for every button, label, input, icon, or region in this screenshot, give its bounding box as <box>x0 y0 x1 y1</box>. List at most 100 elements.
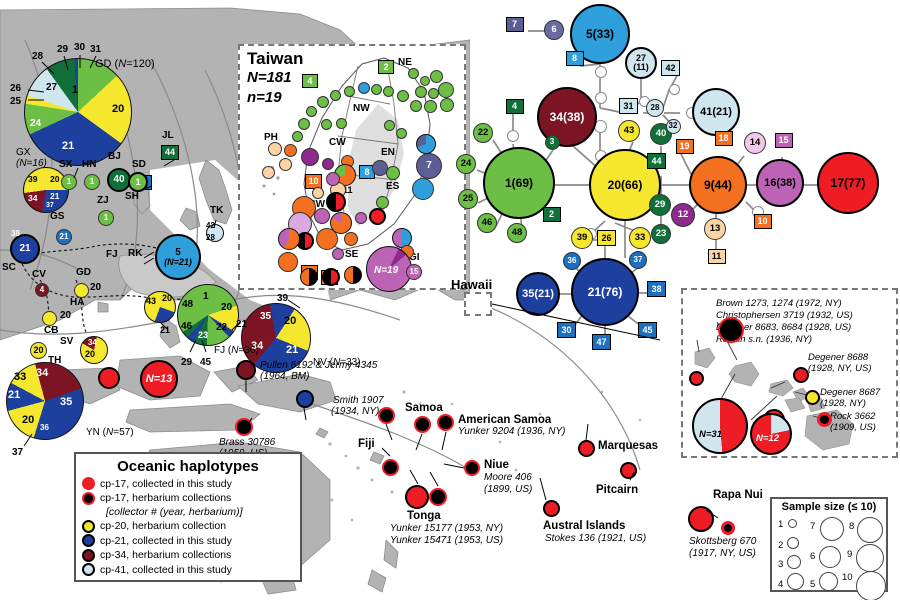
taiwan-tag-11: 11 <box>343 185 353 195</box>
hawaii-title: Hawaii <box>451 277 493 292</box>
callout-31: 31 <box>90 44 102 55</box>
taiwan-tag-4: 4 <box>302 74 318 88</box>
network-node-35: 35(21) <box>516 272 560 316</box>
label-HA: HA <box>70 297 85 308</box>
network-node-3: 3 <box>544 134 560 150</box>
tw-circle <box>383 86 394 97</box>
ss-circle-6 <box>819 546 841 568</box>
dot-RK-5: 5 (N=21) <box>155 234 201 280</box>
pie-NV-35: 35 <box>260 311 272 322</box>
network-square-11: 11 <box>707 248 726 264</box>
dot-ZJ: 1 <box>98 210 114 226</box>
taiwan-n-total: N=181 <box>247 69 292 86</box>
hawaii-dot-black-big <box>718 317 744 343</box>
median-vector <box>595 66 607 78</box>
pie-GD-slice-20: 20 <box>112 103 125 115</box>
dot-CB <box>42 311 57 326</box>
ss-num-2: 2 <box>778 540 784 551</box>
oceanic-label-tonga: Tonga <box>407 510 441 522</box>
network-square-44: 44 <box>647 153 666 169</box>
label-HN: HN <box>82 159 97 170</box>
hawaii-record-4: Rankin s.n. (1936, NY) <box>716 334 813 345</box>
legend-subnote: [collector # (year, herbarium)] <box>106 506 243 518</box>
network-square-26: 26 <box>597 230 616 246</box>
taiwan-region-NE: NE <box>398 57 412 68</box>
network-node-43: 43 <box>618 120 640 142</box>
taiwan-region-SW: SW <box>309 199 326 210</box>
hawaii-record-1: Brown 1273, 1274 (1972, NY) <box>716 298 842 309</box>
oceanic-label-pitcairn: Pitcairn <box>596 484 639 496</box>
network-node-21: 21(76) <box>571 258 639 326</box>
callout-29: 29 <box>57 44 69 55</box>
tw-circle-orange <box>344 232 358 246</box>
taiwan-n-haplo: n=19 <box>247 89 282 106</box>
label-FJ-region: FJ <box>106 249 118 260</box>
label-JL: JL <box>162 130 174 141</box>
oceanic-label-tonga-sub2: Yunker 15471 (1953, US) <box>390 535 504 546</box>
network-node-13: 13 <box>704 218 726 240</box>
ss-circle-9 <box>856 544 884 572</box>
oceanic-label-pullen: Pullen 6192 & Jermy 4345 <box>260 360 378 371</box>
tw-circle-blue <box>358 82 370 94</box>
pie-FJ-46: 46 <box>181 321 193 332</box>
tw-pie-red-ring <box>369 208 386 225</box>
dot-SH: 1 <box>128 172 148 192</box>
network-node-16: 16(38) <box>756 159 804 207</box>
tw-circle <box>336 118 347 129</box>
tw-circle <box>384 120 395 131</box>
legend-swatch-2 <box>82 519 95 533</box>
hawaii-record-6b: (1928, NY) <box>820 398 866 409</box>
oceanic-label-tonga-sub1: Yunker 15177 (1953, NY) <box>390 523 504 534</box>
pie-YN-20: 20 <box>22 414 35 426</box>
pie-YN <box>6 362 84 440</box>
ss-circle-4 <box>787 573 804 590</box>
legend-label-4: cp-34, herbarium collections <box>100 549 232 561</box>
tw-pie-half-dark <box>300 268 318 286</box>
oceanic-label-samoa: Samoa <box>405 402 443 414</box>
network-square-31: 31 <box>619 98 638 114</box>
network-node-28: 28 <box>646 99 664 117</box>
pie-GD-slice-1: 1 <box>72 84 79 96</box>
network-square-7: 7 <box>505 16 524 32</box>
taiwan-region-CW: CW <box>329 137 346 148</box>
dot-BJ: 40 <box>107 168 131 192</box>
network-square-15: 15 <box>774 132 793 148</box>
tw-circle <box>344 86 355 97</box>
pie-YN-35: 35 <box>60 396 73 408</box>
pie-PH-43: 43 <box>146 296 157 306</box>
pie-FJ-callout-45: 45 <box>200 357 212 368</box>
network-node-17: 17(77) <box>817 152 879 214</box>
legend-label-1: cp-17, herbarium collections <box>100 492 232 504</box>
legend-label-0: cp-17, collected in this study <box>100 477 232 490</box>
callout-28: 28 <box>32 51 44 62</box>
tw-circle-blue <box>412 178 434 200</box>
oceanic-dot-tonga-red <box>405 485 429 509</box>
legend-swatch-3 <box>82 534 95 547</box>
network-node-24: 24 <box>456 154 476 174</box>
legend-swatch-0 <box>82 477 95 490</box>
hawaii-dot-degener8688 <box>793 367 809 383</box>
oceanic-dot-rapanui-small <box>721 521 735 535</box>
pie-FJ-callout-29: 29 <box>181 357 193 368</box>
dot-JL: 44 <box>161 145 179 160</box>
dot-TK-28: 28 <box>206 233 215 242</box>
tw-circle-purple <box>301 148 319 166</box>
network-node-6: 6 <box>544 20 564 40</box>
tw-circle <box>440 98 454 112</box>
ss-num-8: 8 <box>849 521 855 532</box>
network-node-14: 14 <box>744 132 766 154</box>
pie-PH-20: 20 <box>162 293 173 303</box>
tw-circle <box>292 131 303 142</box>
hawaii-record-5b: (1928, NY, US) <box>808 363 872 374</box>
tw-circle <box>317 96 329 108</box>
dot-SC: 21 <box>10 234 40 264</box>
pie-YN-33: 33 <box>14 371 27 383</box>
oceanic-label-niue: Niue <box>484 459 509 471</box>
legend-item-5: cp-41, collected in this study <box>82 563 300 576</box>
oceanic-label-pullen-sub: (1964, BM) <box>260 371 310 382</box>
taiwan-region-NW: NW <box>353 103 370 114</box>
tw-pie-red-black <box>322 268 340 286</box>
pie-FJ <box>177 284 239 346</box>
oceanic-dot-niue <box>464 460 480 476</box>
tw-circle-purple <box>332 248 344 260</box>
